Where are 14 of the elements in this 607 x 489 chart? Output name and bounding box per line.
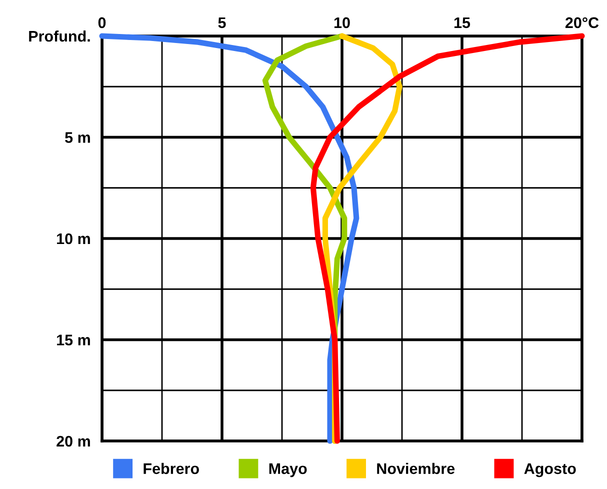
x-tick-label: 5	[218, 17, 226, 28]
legend-label: Febrero	[144, 462, 199, 474]
y-tick-label: 15 m	[57, 334, 90, 346]
y-tick-label: 20 m	[56, 436, 90, 447]
x-tick-label: 0	[98, 17, 106, 28]
legend-label: Agosto	[524, 463, 576, 478]
legend-label: Mayo	[269, 463, 307, 478]
x-tick-label: 15	[454, 17, 470, 28]
x-tick-label: 20°C	[565, 17, 599, 28]
y-tick-label: 10 m	[57, 233, 90, 244]
y-tick-label: 5 m	[65, 132, 90, 143]
y-tick-label: Profund.	[29, 30, 90, 42]
x-tick-label: 10	[334, 17, 350, 28]
legend-label: Noviembre	[377, 462, 455, 474]
